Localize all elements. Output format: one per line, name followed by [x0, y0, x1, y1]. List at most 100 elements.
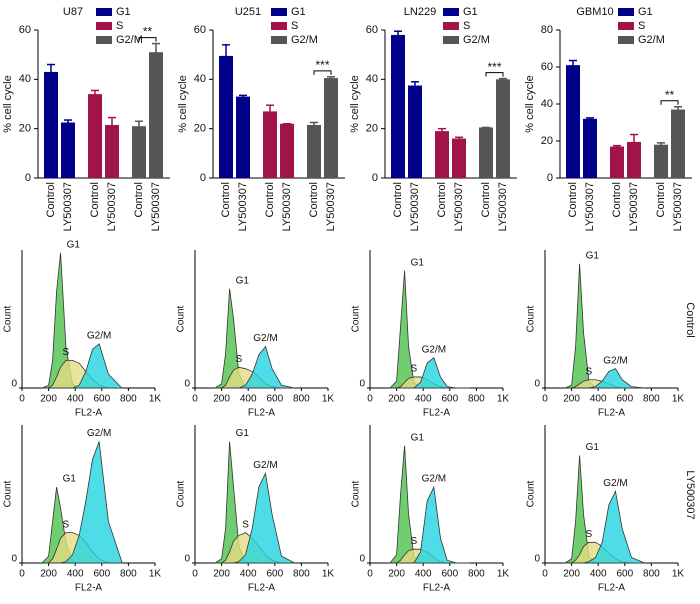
x-tick-label: 600	[616, 569, 633, 580]
x-tick-label: Control	[264, 182, 276, 217]
x-tick-label: 400	[240, 569, 257, 580]
bar	[435, 131, 449, 178]
x-tick-label: LY500307	[106, 182, 118, 231]
x-tick-label: 1K	[672, 569, 685, 580]
chart-title: LN229	[404, 6, 436, 18]
peak-label: G1	[63, 474, 77, 485]
x-tick-label: LY500307	[497, 182, 509, 231]
bar	[496, 79, 510, 178]
x-tick-label: 1K	[497, 394, 510, 405]
x-tick-label: Control	[45, 182, 57, 217]
y-tick-label: 40	[541, 98, 553, 110]
bar	[236, 96, 250, 178]
legend-label: G2/M	[638, 34, 665, 46]
x-tick-label: LY500307	[325, 182, 337, 231]
peak-label: S	[63, 347, 70, 358]
x-tick-label: 600	[93, 569, 110, 580]
y-tick-label: 0	[547, 172, 553, 184]
histogram-area	[41, 343, 123, 389]
x-tick-label: 200	[563, 394, 580, 405]
y-axis-label: Count	[176, 480, 187, 507]
x-tick-label: Control	[480, 182, 492, 217]
y-tick-label: 20	[19, 123, 31, 135]
peak-label: S	[242, 519, 249, 530]
x-tick-label: 200	[40, 569, 57, 580]
x-tick-label: 400	[590, 569, 607, 580]
y-tick-label: 0	[359, 379, 365, 390]
x-tick-label: LY500307	[281, 182, 293, 231]
y-tick-label: 80	[541, 24, 553, 36]
bar	[391, 34, 405, 178]
x-tick-label: Control	[567, 182, 579, 217]
bar	[44, 71, 58, 178]
peak-label: S	[586, 529, 593, 540]
x-tick-label: 0	[542, 394, 548, 405]
x-tick-label: LY500307	[62, 182, 74, 231]
y-tick-label: 0	[25, 172, 31, 184]
peak-label: G2/M	[253, 333, 277, 344]
row-label: LY500307	[684, 470, 696, 519]
x-axis-label: FL2-A	[598, 408, 626, 419]
histogram-area	[214, 471, 295, 564]
histogram-area	[564, 368, 645, 389]
y-tick-label: 0	[534, 379, 540, 390]
x-tick-label: 0	[542, 569, 548, 580]
significance-bracket	[138, 37, 157, 42]
x-tick-label: 200	[213, 394, 230, 405]
bar	[132, 126, 146, 178]
legend-swatch	[618, 36, 634, 44]
peak-label: G2/M	[603, 355, 627, 366]
histogram-area	[41, 441, 123, 564]
legend-label: G2/M	[116, 34, 143, 46]
x-axis-label: FL2-A	[248, 583, 276, 594]
legend-swatch	[443, 8, 459, 16]
x-tick-label: 800	[120, 569, 137, 580]
x-tick-label: 200	[213, 569, 230, 580]
significance-label: ***	[487, 60, 501, 74]
peak-label: S	[63, 519, 70, 530]
x-tick-label: 800	[293, 394, 310, 405]
x-tick-label: Control	[436, 182, 448, 217]
y-tick-label: 20	[194, 123, 206, 135]
x-tick-label: 800	[293, 569, 310, 580]
y-tick-label: 40	[194, 73, 206, 85]
y-tick-label: 0	[11, 379, 17, 390]
x-tick-label: 200	[40, 394, 57, 405]
x-axis-label: FL2-A	[423, 408, 451, 419]
bar	[280, 123, 294, 178]
y-axis-label: Count	[526, 305, 537, 332]
peak-label: G1	[586, 250, 600, 261]
x-tick-label: 1K	[672, 394, 685, 405]
x-axis-label: FL2-A	[75, 408, 103, 419]
y-axis-label: % cell cycle	[524, 75, 536, 132]
y-axis-label: % cell cycle	[349, 75, 361, 132]
x-tick-label: 1K	[497, 569, 510, 580]
bar	[479, 127, 493, 178]
x-tick-label: Control	[655, 182, 667, 217]
legend-label: G1	[291, 6, 306, 18]
legend-swatch	[618, 8, 634, 16]
x-tick-label: LY500307	[628, 182, 640, 231]
x-tick-label: Control	[611, 182, 623, 217]
x-tick-label: 1K	[322, 394, 335, 405]
legend-swatch	[271, 36, 287, 44]
x-axis-label: FL2-A	[248, 408, 276, 419]
y-tick-label: 0	[184, 379, 190, 390]
x-tick-label: 600	[93, 394, 110, 405]
bar	[583, 118, 597, 178]
x-tick-label: 0	[19, 569, 25, 580]
legend-swatch	[271, 22, 287, 30]
legend-swatch	[271, 8, 287, 16]
legend-label: S	[463, 20, 470, 32]
y-tick-label: 60	[366, 24, 378, 36]
peak-label: G2/M	[422, 474, 446, 485]
x-tick-label: LY500307	[453, 182, 465, 231]
x-tick-label: 600	[266, 394, 283, 405]
x-tick-label: 200	[388, 394, 405, 405]
legend-label: S	[291, 20, 298, 32]
x-tick-label: Control	[308, 182, 320, 217]
x-tick-label: 1K	[322, 569, 335, 580]
y-axis-label: % cell cycle	[2, 75, 14, 132]
peak-label: S	[411, 536, 418, 547]
histogram-area	[389, 485, 470, 564]
